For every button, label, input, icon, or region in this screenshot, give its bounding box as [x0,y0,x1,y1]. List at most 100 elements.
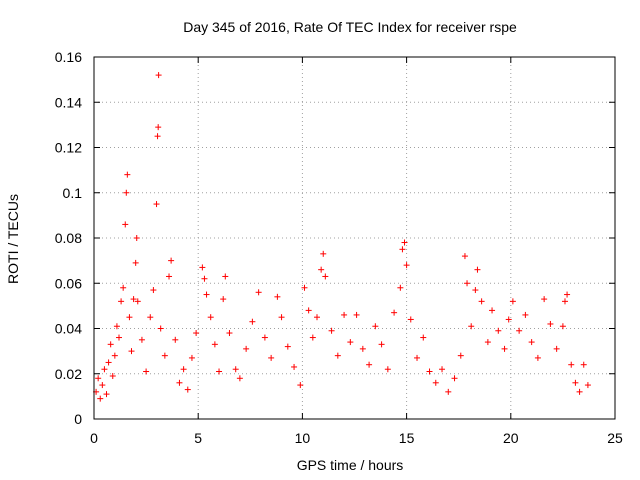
data-point [445,388,452,395]
data-point [313,314,320,321]
y-tick-label: 0.12 [55,140,82,156]
data-point [105,359,112,366]
data-point [464,280,471,287]
data-point [203,291,210,298]
data-point [274,293,281,300]
y-tick-label: 0.08 [55,230,82,246]
data-point [161,352,168,359]
data-point [322,273,329,280]
data-point [113,323,120,330]
y-tick-label: 0.06 [55,275,82,291]
data-point [561,298,568,305]
data-point [95,375,102,382]
data-point [220,296,227,303]
data-point [528,339,535,346]
data-point [553,345,560,352]
data-point [403,262,410,269]
data-point [97,395,104,402]
data-point [580,361,587,368]
data-point [155,72,162,79]
data-point [468,323,475,330]
data-point [516,327,523,334]
data-points [93,72,591,402]
data-point [564,291,571,298]
data-point [334,352,341,359]
data-point [432,379,439,386]
data-point [249,318,256,325]
data-point [407,316,414,323]
data-point [243,345,250,352]
data-point [132,259,139,266]
data-point [501,345,508,352]
x-axis-label: GPS time / hours [297,457,404,473]
y-tick-label: 0 [74,411,82,427]
data-point [320,250,327,257]
x-tick-label: 0 [90,430,98,446]
data-point [461,253,468,260]
data-point [120,284,127,291]
data-point [284,343,291,350]
chart-title: Day 345 of 2016, Rate Of TEC Index for r… [183,19,517,35]
data-point [359,345,366,352]
y-tick-label: 0.02 [55,366,82,382]
data-point [153,201,160,208]
data-point [103,391,110,398]
data-point [155,124,162,131]
data-point [541,296,548,303]
data-point [255,289,262,296]
data-point [572,379,579,386]
data-point [138,336,145,343]
data-point [328,327,335,334]
data-point [584,382,591,389]
x-tick-label: 10 [295,430,311,446]
axis-ticks: 0 5 10 15 20 25 0 0.02 0.04 0.06 0.08 0.1 0.12 0.14 0.… [55,49,623,446]
data-point [391,309,398,316]
data-point [309,334,316,341]
x-tick-label: 5 [194,430,202,446]
data-point [261,334,268,341]
data-point [301,284,308,291]
data-point [232,366,239,373]
y-tick-label: 0.04 [55,321,82,337]
data-point [222,273,229,280]
y-tick-label: 0.1 [63,185,83,201]
data-point [176,379,183,386]
data-point [353,311,360,318]
data-point [474,266,481,273]
data-point [172,336,179,343]
data-point [134,298,141,305]
data-point [216,368,223,375]
x-tick-label: 20 [503,430,519,446]
data-point [291,363,298,370]
data-point [193,330,200,337]
data-point [495,327,502,334]
data-point [366,361,373,368]
data-point [397,284,404,291]
data-point [109,373,116,380]
data-point [188,354,195,361]
data-point [318,266,325,273]
data-point [576,388,583,395]
data-point [426,368,433,375]
data-point [378,341,385,348]
data-point [184,386,191,393]
data-point [124,171,131,178]
data-point [207,314,214,321]
data-point [201,275,208,282]
data-point [180,366,187,373]
data-point [559,323,566,330]
data-point [150,287,157,294]
data-point [505,316,512,323]
grid [94,57,615,419]
data-point [111,352,118,359]
data-point [130,296,137,303]
data-point [122,221,129,228]
data-point [372,323,379,330]
data-point [116,334,123,341]
x-tick-label: 25 [607,430,623,446]
data-point [297,382,304,389]
data-point [484,339,491,346]
data-point [126,314,133,321]
data-point [147,314,154,321]
y-tick-label: 0.16 [55,49,82,65]
